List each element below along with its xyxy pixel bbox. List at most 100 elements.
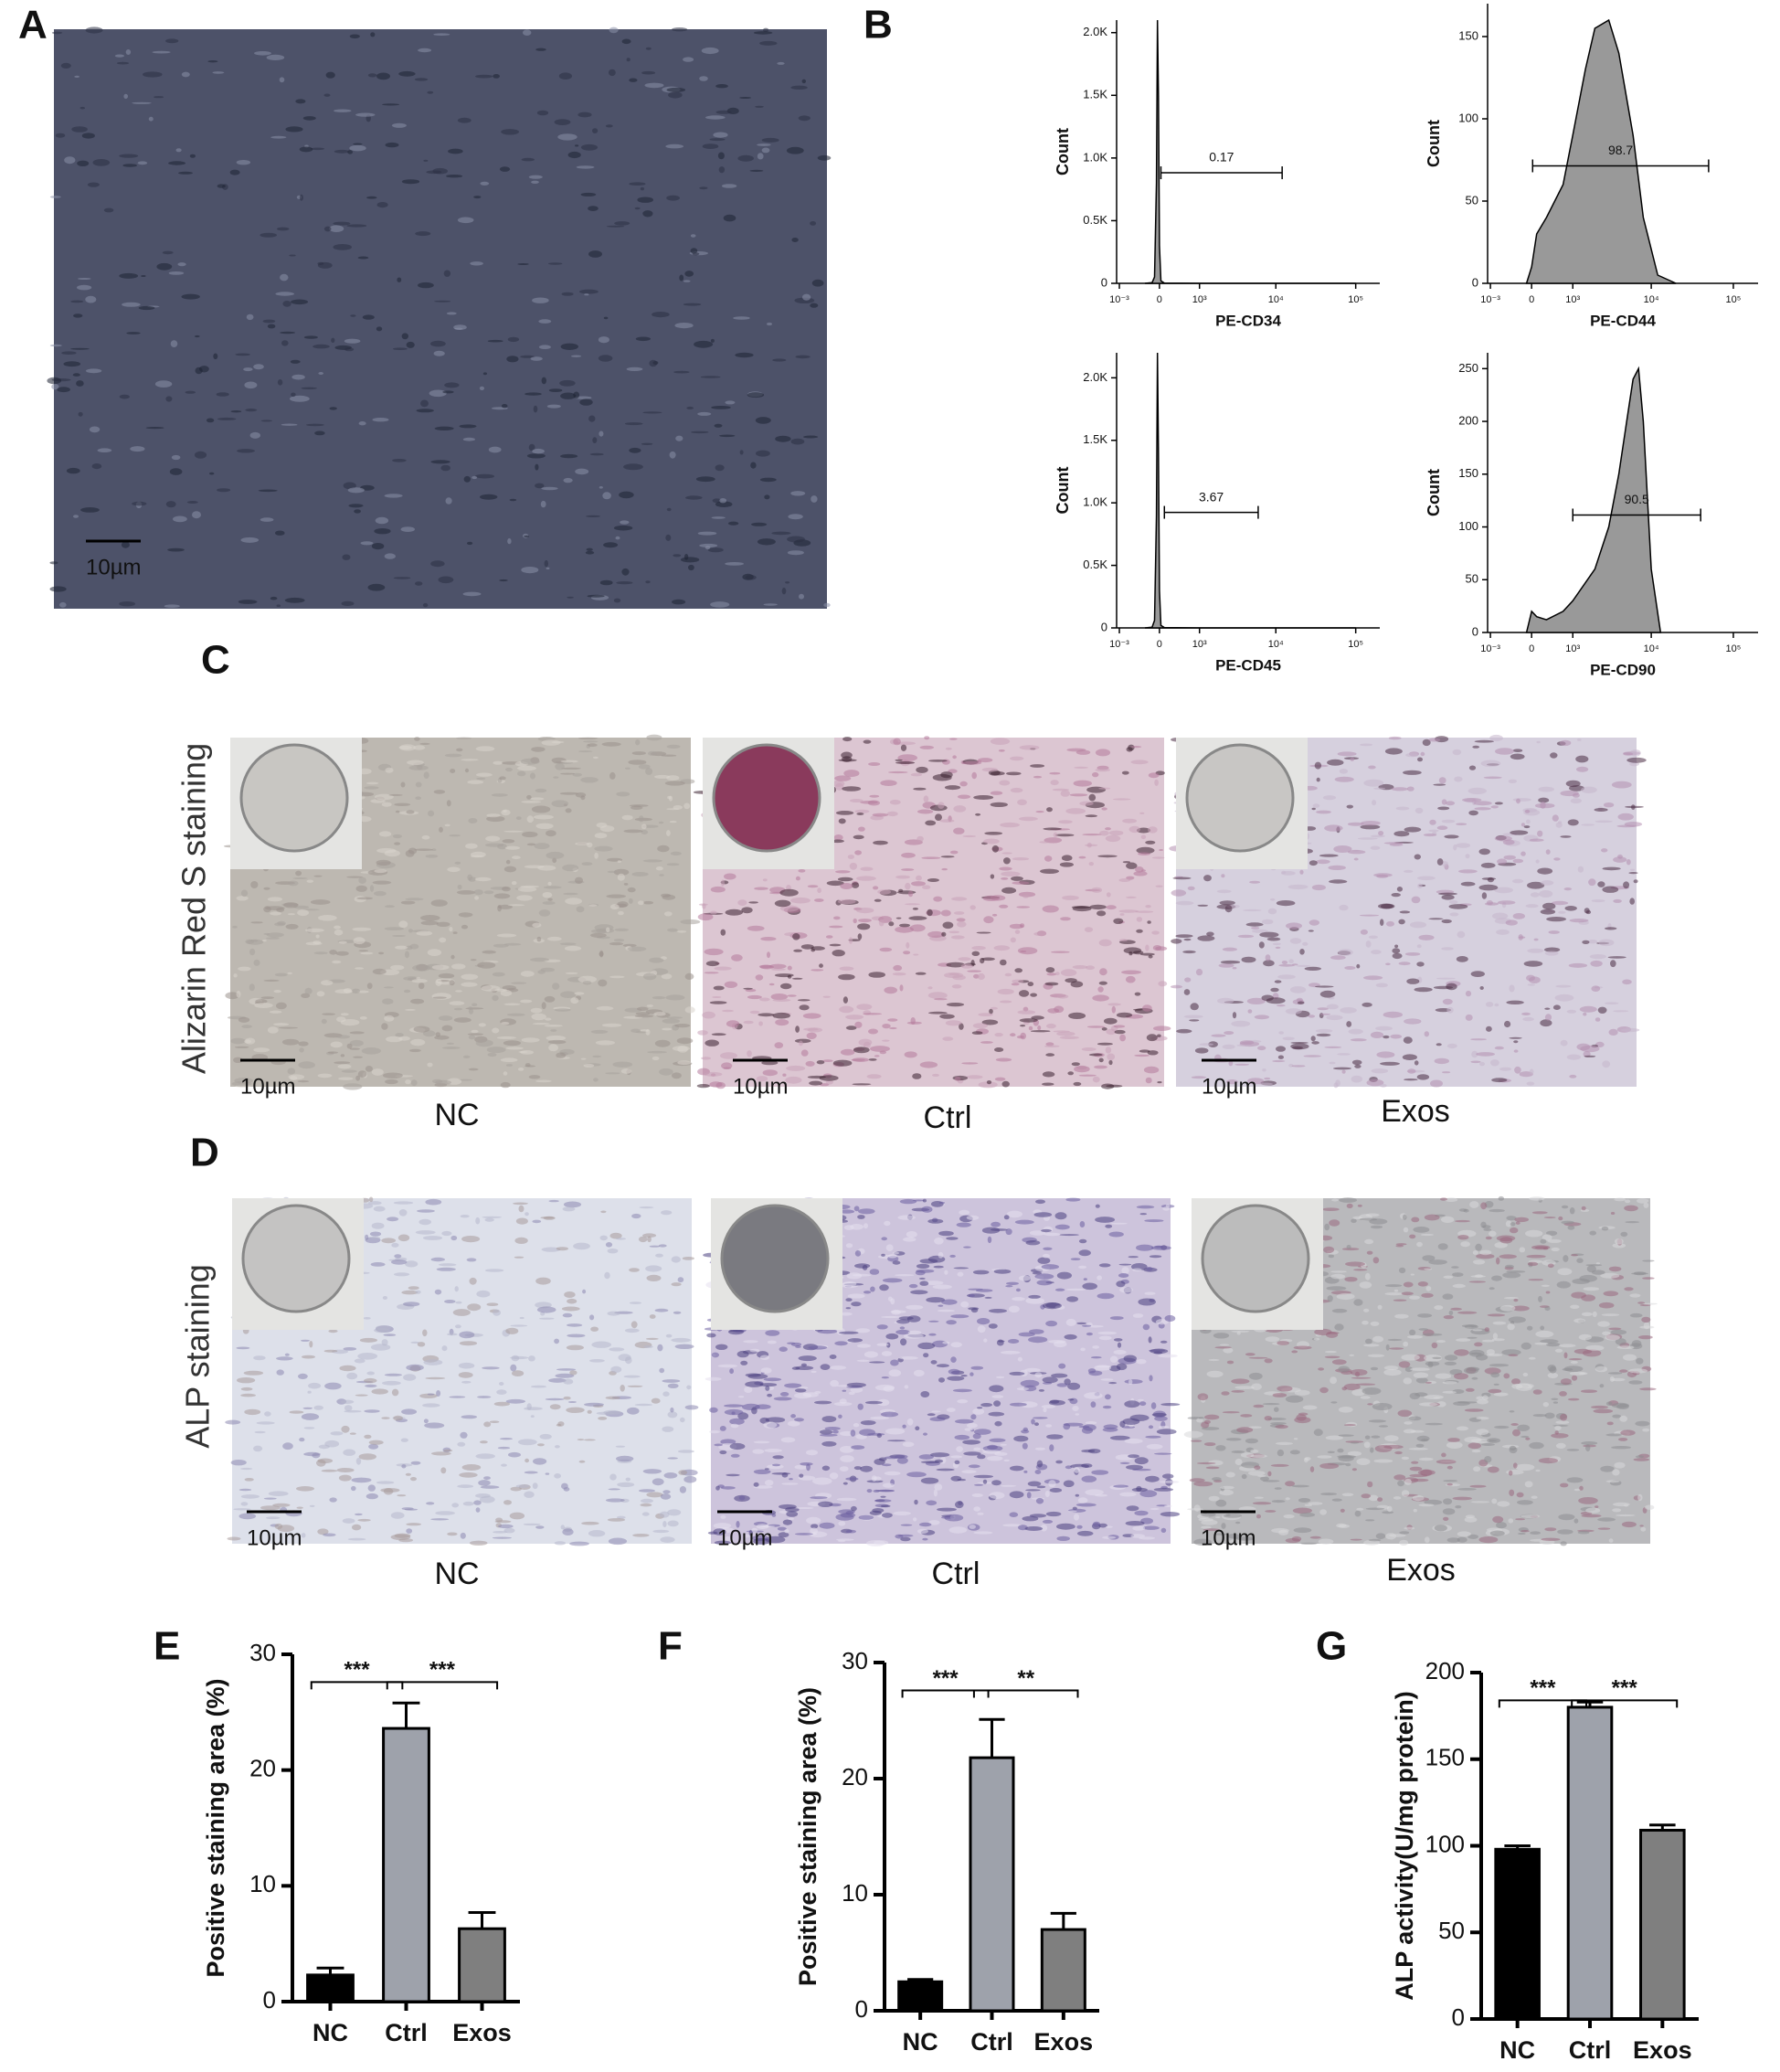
cell bbox=[422, 1030, 436, 1037]
cell bbox=[1135, 910, 1154, 913]
cell bbox=[674, 323, 694, 329]
cell bbox=[1215, 1499, 1227, 1507]
cell bbox=[1022, 1515, 1039, 1522]
cell bbox=[1347, 1450, 1362, 1457]
cell bbox=[229, 169, 240, 175]
cell bbox=[1600, 1465, 1615, 1472]
cell bbox=[467, 874, 473, 881]
cell bbox=[409, 943, 419, 950]
cell bbox=[1146, 1267, 1153, 1271]
cell bbox=[609, 975, 625, 979]
cell bbox=[839, 1312, 853, 1316]
cell bbox=[1474, 739, 1495, 743]
cell bbox=[1494, 802, 1503, 805]
cell bbox=[711, 1033, 726, 1036]
cell bbox=[469, 1540, 488, 1546]
cell bbox=[973, 1474, 994, 1479]
cell bbox=[878, 919, 885, 927]
cell bbox=[1593, 1408, 1614, 1414]
cell bbox=[876, 1433, 882, 1439]
cell bbox=[1576, 1258, 1584, 1263]
cell bbox=[1496, 1257, 1500, 1265]
cell bbox=[784, 1383, 802, 1388]
cell bbox=[745, 988, 757, 993]
cell bbox=[830, 1379, 839, 1387]
cell bbox=[960, 963, 973, 969]
cell bbox=[1368, 765, 1376, 770]
cell bbox=[520, 999, 533, 1004]
cell bbox=[747, 925, 765, 931]
cell bbox=[520, 885, 540, 888]
cell bbox=[1496, 1235, 1516, 1242]
cell bbox=[436, 921, 450, 927]
cell bbox=[580, 143, 599, 151]
cell bbox=[560, 1525, 565, 1530]
cell bbox=[344, 347, 355, 352]
cell bbox=[1399, 1531, 1410, 1535]
cell bbox=[1134, 992, 1141, 996]
cell bbox=[1368, 1538, 1382, 1542]
cell bbox=[178, 171, 193, 175]
cell bbox=[517, 263, 529, 265]
cell bbox=[662, 1379, 681, 1383]
cell bbox=[433, 790, 446, 794]
cell bbox=[1529, 1196, 1545, 1201]
cell bbox=[1492, 1321, 1507, 1325]
cell bbox=[1056, 994, 1069, 999]
cell bbox=[798, 1355, 817, 1362]
cell bbox=[1258, 941, 1265, 949]
cell bbox=[237, 1377, 256, 1384]
cell bbox=[1277, 1449, 1285, 1457]
cell bbox=[762, 1069, 778, 1077]
cell bbox=[1472, 1250, 1478, 1255]
cell bbox=[1417, 1313, 1433, 1318]
cell bbox=[1608, 1538, 1614, 1543]
cell bbox=[1556, 1280, 1572, 1289]
x-tick-label: 10⁵ bbox=[1348, 294, 1363, 305]
cell bbox=[497, 1446, 511, 1450]
cell bbox=[430, 560, 445, 568]
cell bbox=[421, 835, 430, 840]
cell bbox=[1010, 1465, 1024, 1472]
bar bbox=[382, 1727, 430, 2003]
cell bbox=[874, 898, 882, 902]
cell bbox=[1618, 1438, 1628, 1441]
cell bbox=[887, 1440, 906, 1442]
cell bbox=[877, 1398, 890, 1407]
cell bbox=[1411, 1478, 1429, 1482]
cell bbox=[589, 452, 604, 456]
cell bbox=[660, 1536, 675, 1543]
cell bbox=[1434, 1057, 1450, 1065]
cell bbox=[77, 284, 92, 291]
cell bbox=[1010, 1033, 1016, 1037]
cell bbox=[194, 335, 200, 338]
cell bbox=[1475, 1243, 1482, 1251]
cell bbox=[165, 396, 173, 402]
cell bbox=[398, 1538, 413, 1543]
well bbox=[712, 743, 821, 853]
cell bbox=[975, 813, 981, 816]
cell bbox=[1079, 1221, 1086, 1227]
cell bbox=[1142, 1004, 1152, 1012]
cell bbox=[1225, 1514, 1231, 1516]
cell bbox=[523, 1523, 541, 1526]
cell bbox=[1234, 1063, 1250, 1066]
cell bbox=[1619, 1415, 1628, 1422]
cell bbox=[1403, 770, 1422, 775]
cell bbox=[233, 1508, 251, 1511]
cell bbox=[634, 207, 641, 210]
cell bbox=[1001, 887, 1017, 894]
y-tick-label: 1.0K bbox=[1083, 150, 1107, 164]
cell bbox=[1272, 1059, 1286, 1063]
cell bbox=[596, 822, 608, 828]
cell bbox=[960, 1375, 968, 1377]
cell bbox=[866, 1489, 873, 1493]
cell bbox=[1208, 1495, 1220, 1502]
cell bbox=[1151, 930, 1160, 935]
cell bbox=[1172, 877, 1192, 880]
cell bbox=[1128, 1379, 1133, 1385]
cell bbox=[599, 951, 604, 957]
cell bbox=[881, 1237, 887, 1241]
cell bbox=[1504, 1297, 1519, 1300]
row-label: ALP staining bbox=[179, 1264, 217, 1448]
